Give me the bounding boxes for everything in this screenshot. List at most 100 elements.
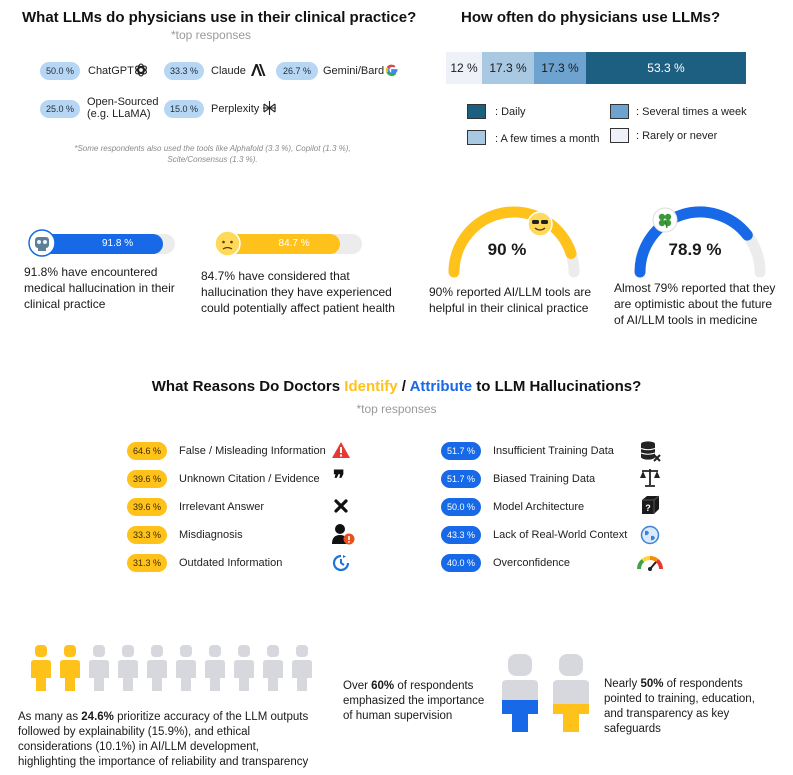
- tool-pct-perplexity: 15.0 %: [164, 100, 204, 118]
- caption-bold: 60%: [371, 680, 395, 692]
- cool-face-icon: [527, 211, 553, 237]
- caption-bold: 50%: [640, 678, 664, 690]
- caption-line: are optimistic about the future: [614, 297, 773, 311]
- tools-title: What LLMs do physicians use in their cli…: [22, 9, 417, 26]
- frequency-title: How often do physicians use LLMs?: [461, 9, 721, 26]
- caption-line: pointed to training, education,: [604, 693, 755, 705]
- hallucination-affect-bar: 84.7 %: [216, 234, 362, 254]
- perplexity-icon: [263, 101, 276, 115]
- svg-text:?: ?: [645, 503, 651, 513]
- helpful-gauge: [448, 206, 580, 278]
- person-icon: [292, 645, 312, 691]
- reasons-subtitle: *top responses: [356, 402, 437, 416]
- legend-swatch-rarely: [610, 128, 629, 143]
- caption-part: Nearly: [604, 678, 641, 690]
- frequency-segment-several-times-a-week: 17.3 %: [533, 52, 586, 84]
- caption-line: As many as 24.6% prioritize accuracy of …: [18, 710, 348, 725]
- database-x-icon: [640, 441, 661, 462]
- optimistic-gauge: [634, 206, 766, 278]
- tools-note-line1: *Some respondents also used the tools li…: [74, 144, 351, 153]
- caption-line: 90% reported AI/LLM tools are: [429, 285, 592, 299]
- worried-face-icon: [214, 230, 241, 257]
- attribute-label: Lack of Real-World Context: [493, 529, 628, 541]
- caption-line: could potentially affect patient health: [201, 301, 395, 315]
- attribute-label: Model Architecture: [493, 501, 585, 513]
- frequency-stacked-bar: 12 % 17.3 % 17.3 % 53.3 %: [446, 52, 746, 84]
- scale-icon: [640, 469, 660, 487]
- tool-pct-claude: 33.3 %: [164, 62, 204, 80]
- caption-line: Nearly 50% of respondents: [604, 677, 784, 692]
- caption-line: followed by explainability (15.9%), and …: [18, 726, 251, 738]
- tool-pct-chatgpt: 50.0 %: [40, 62, 80, 80]
- frequency-segment-a-few-times-a-month: 17.3 %: [482, 52, 534, 84]
- reasons-title-attribute: Attribute: [409, 378, 473, 395]
- warning-icon: [332, 442, 350, 458]
- person-yellow-icon: [553, 654, 589, 732]
- identify-pct: 64.6 %: [127, 442, 167, 460]
- legend-swatch-several-week: [610, 104, 629, 119]
- attribute-pct: 43.3 %: [441, 526, 481, 544]
- person-highlight-icon: [60, 645, 80, 691]
- globe-icon: [640, 525, 660, 545]
- google-icon: [385, 64, 398, 76]
- reasons-title: What Reasons Do Doctors Identify / Attri…: [0, 378, 793, 395]
- identify-label: Outdated Information: [179, 557, 283, 569]
- optimistic-gauge-value: 78.9 %: [668, 240, 722, 259]
- caption-line: of AI/LLM tools in medicine: [614, 313, 758, 327]
- caption-line: and transparency as key: [604, 708, 730, 720]
- priority-people-row: [30, 645, 330, 693]
- attribute-label: Biased Training Data: [493, 473, 596, 485]
- identify-label: Irrelevant Answer: [179, 501, 264, 513]
- reasons-title-identify: Identify: [344, 378, 398, 395]
- person-icon: [147, 645, 167, 691]
- tool-pct-gemini: 26.7 %: [276, 62, 318, 80]
- safeguards-caption: Nearly 50% of respondents pointed to tra…: [604, 677, 784, 737]
- attribute-pct: 51.7 %: [441, 470, 481, 488]
- caption-line: of human supervision: [343, 710, 453, 722]
- tool-name-gemini: Gemini/Bard: [323, 65, 385, 77]
- frequency-segment-rarely-or-never: 12 %: [446, 52, 483, 84]
- caption-line: Over 60% of respondents: [343, 679, 498, 694]
- attribute-label: Insufficient Training Data: [493, 445, 614, 457]
- attribute-pct: 51.7 %: [441, 442, 481, 460]
- tool-name-chatgpt: ChatGPT: [88, 65, 134, 77]
- identify-label: False / Misleading Information: [179, 445, 326, 457]
- person-icon: [89, 645, 109, 691]
- caption-line: clinical practice: [24, 297, 106, 311]
- hallucination-encountered-bar: 91.8 %: [30, 234, 175, 254]
- person-icon: [263, 645, 283, 691]
- hallucination-encountered-fill: 91.8 %: [30, 234, 164, 254]
- tools-subtitle: *top responses: [171, 28, 252, 42]
- caption-part: prioritize accuracy of the LLM outputs: [113, 711, 309, 723]
- caption-part: of respondents: [394, 680, 474, 692]
- openai-icon: [135, 63, 147, 77]
- caption-line: emphasized the importance: [343, 695, 485, 707]
- caption-part: of respondents: [663, 678, 743, 690]
- caption-part: As many as: [18, 711, 82, 723]
- gauge-icon: [636, 555, 664, 571]
- identify-pct: 33.3 %: [127, 526, 167, 544]
- optimistic-caption: Almost 79% reported that they are optimi…: [614, 280, 793, 328]
- caption-part: Over: [343, 680, 372, 692]
- caption-line: 91.8% have encountered: [24, 265, 158, 279]
- caption-line: considerations (10.1%) in AI/LLM develop…: [18, 741, 259, 753]
- person-icon: [118, 645, 138, 691]
- tool-name-open-sourced-example: (e.g. LLaMA): [87, 108, 151, 120]
- tool-name-open-sourced: Open-Sourced: [87, 96, 159, 108]
- priority-caption: As many as 24.6% prioritize accuracy of …: [18, 710, 348, 770]
- clover-icon: [652, 207, 678, 233]
- anthropic-icon: [251, 64, 266, 76]
- reasons-title-part: to LLM Hallucinations?: [472, 378, 642, 395]
- identify-label: Unknown Citation / Evidence: [179, 473, 320, 485]
- reasons-title-part: What Reasons Do Doctors: [151, 378, 345, 395]
- legend-swatch-daily: [467, 104, 486, 119]
- person-highlight-icon: [31, 645, 51, 691]
- identify-pct: 31.3 %: [127, 554, 167, 572]
- person-icon: [205, 645, 225, 691]
- legend-label-rarely: : Rarely or never: [636, 130, 718, 142]
- caption-line: safeguards: [604, 723, 661, 735]
- attribute-label: Overconfidence: [493, 557, 571, 569]
- caption-bold: 24.6%: [81, 711, 114, 723]
- supervision-caption: Over 60% of respondents emphasized the i…: [343, 679, 498, 724]
- quote-icon: ❞: [333, 466, 345, 492]
